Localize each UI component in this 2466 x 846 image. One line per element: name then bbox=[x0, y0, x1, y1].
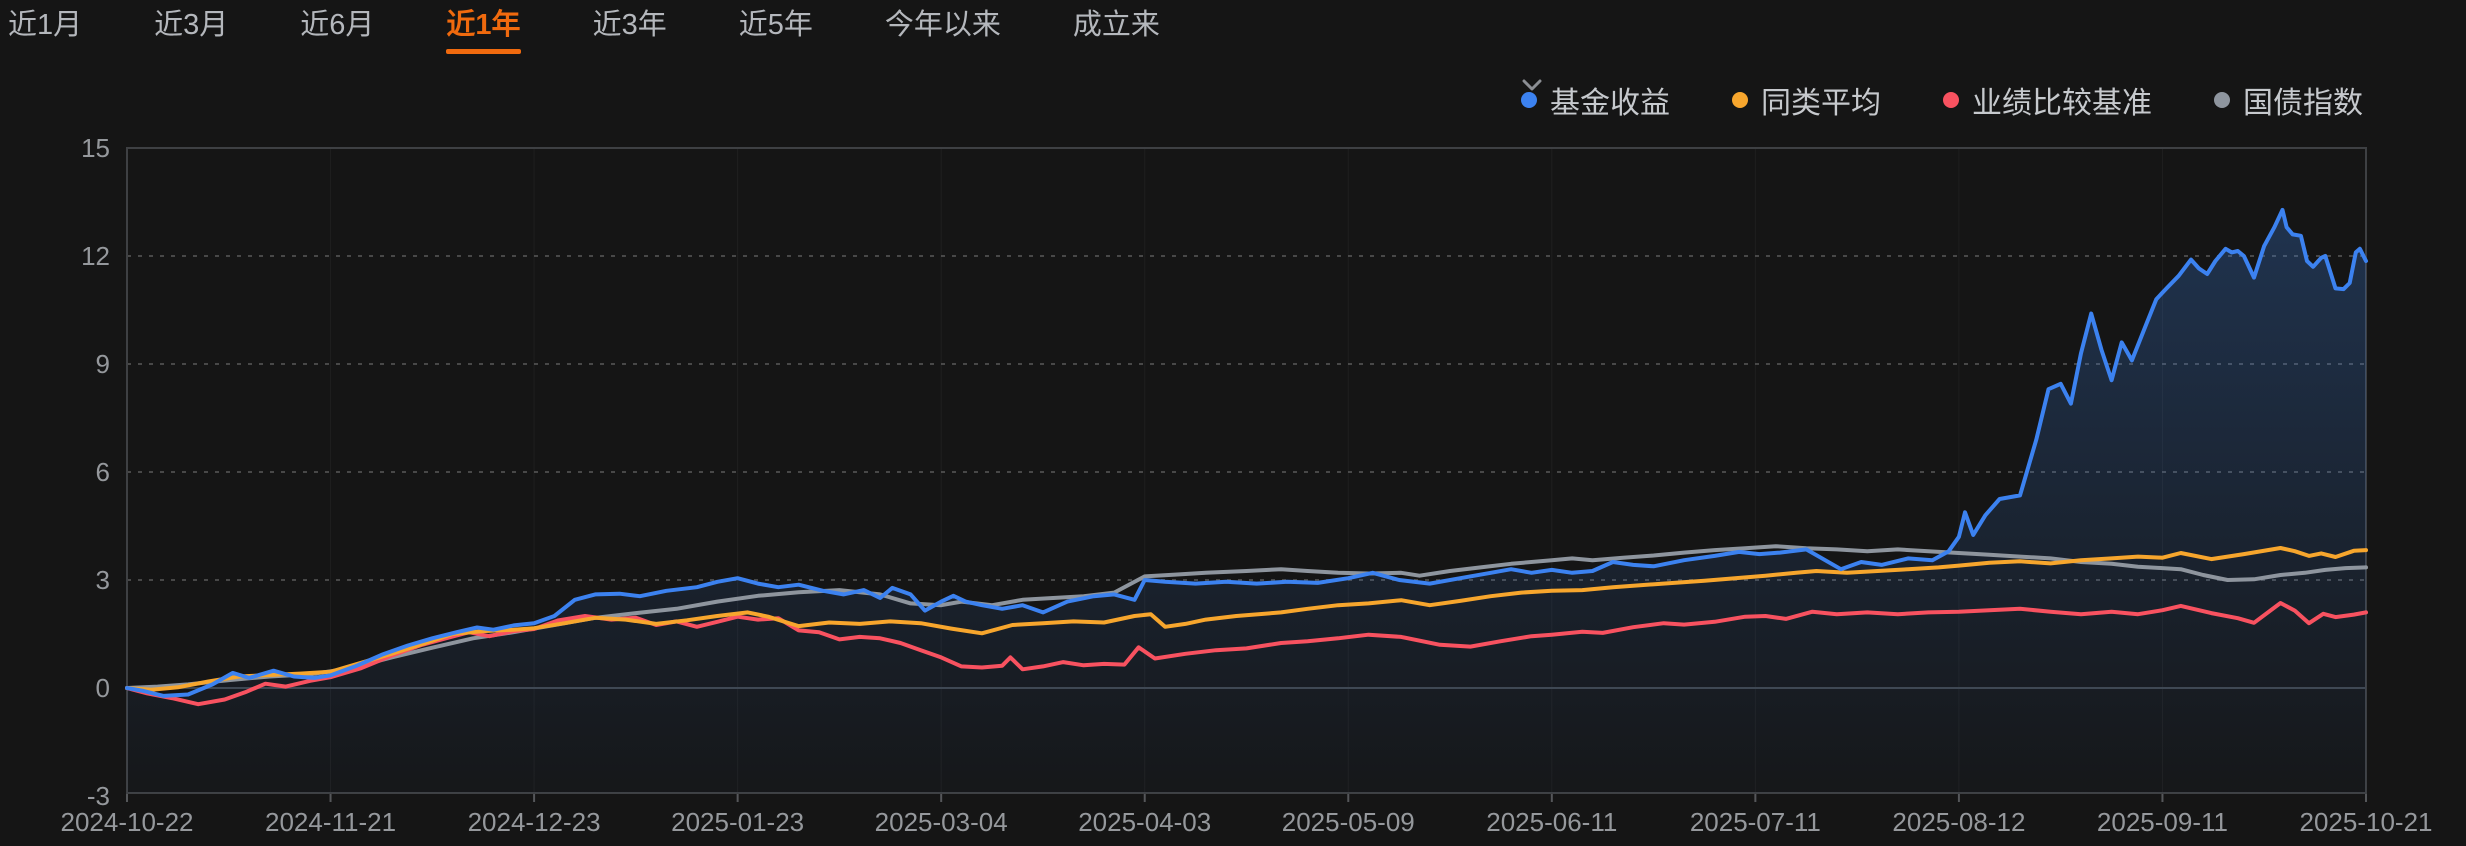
y-axis-label: -3 bbox=[86, 781, 110, 811]
y-axis-label: 6 bbox=[95, 457, 110, 487]
y-axis-label: 12 bbox=[81, 241, 110, 271]
x-axis-label: 2025-10-21 bbox=[2299, 807, 2433, 837]
legend-item-treasury-index[interactable]: 国债指数 bbox=[1522, 78, 2382, 122]
category-average-dot-icon bbox=[1732, 92, 1748, 108]
x-axis-label: 2024-10-22 bbox=[60, 807, 194, 837]
fund-return-dot-icon bbox=[1521, 92, 1537, 108]
tab-1y-selected[interactable]: 近1年 bbox=[444, 6, 522, 54]
time-range-tabs: 近1月 近3月 近6月 近1年 近3年 近5年 今年以来 成立来 bbox=[6, 6, 1162, 54]
treasury-index-dot-icon bbox=[2214, 92, 2230, 108]
legend-label: 同类平均 bbox=[1761, 87, 1881, 120]
tab-5y[interactable]: 近5年 bbox=[738, 9, 813, 41]
tab-3y[interactable]: 近3年 bbox=[592, 9, 667, 41]
x-axis-label: 2025-09-11 bbox=[2096, 807, 2228, 837]
y-axis-label: 15 bbox=[81, 133, 110, 163]
legend-label: 国债指数 bbox=[2243, 87, 2363, 120]
legend-item-fund-return[interactable]: 基金收益 bbox=[1521, 78, 1670, 122]
legend-label: 基金收益 bbox=[1550, 87, 1670, 120]
legend-label: 业绩比较基准 bbox=[1972, 87, 2152, 120]
x-axis-label: 2025-08-12 bbox=[1892, 807, 2026, 837]
tab-3m[interactable]: 近3月 bbox=[154, 9, 229, 41]
x-axis-label: 2025-01-23 bbox=[671, 807, 805, 837]
legend: 基金收益 同类平均 业绩比较基准 国债指数 bbox=[1521, 78, 2382, 122]
x-axis-label: 2025-05-09 bbox=[1281, 807, 1415, 837]
y-axis-label: 9 bbox=[95, 349, 110, 379]
series-line-业绩比较基准 bbox=[125, 601, 2368, 707]
x-axis-label: 2025-04-03 bbox=[1078, 807, 1212, 837]
fund-return-area-fill bbox=[127, 209, 2366, 793]
tab-6m[interactable]: 近6月 bbox=[300, 9, 375, 41]
series-line-同类平均 bbox=[125, 546, 2368, 692]
x-axis-label: 2025-03-04 bbox=[874, 807, 1008, 837]
tab-ytd[interactable]: 今年以来 bbox=[884, 9, 1001, 41]
x-axis-label: 2025-07-11 bbox=[1689, 807, 1821, 837]
tab-1m[interactable]: 近1月 bbox=[8, 9, 83, 41]
y-axis-label: 3 bbox=[95, 565, 110, 595]
legend-item-benchmark[interactable]: 业绩比较基准 bbox=[1943, 78, 2152, 122]
y-axis-label: 0 bbox=[95, 673, 110, 703]
x-axis-label: 2025-06-11 bbox=[1486, 807, 1618, 837]
series-line-基金收益 bbox=[125, 207, 2368, 698]
benchmark-dot-icon bbox=[1943, 92, 1959, 108]
x-axis-label: 2024-12-23 bbox=[467, 807, 601, 837]
x-axis-label: 2024-11-21 bbox=[264, 807, 397, 837]
legend-item-category-average[interactable]: 同类平均 bbox=[1732, 78, 1881, 122]
tab-since-inception[interactable]: 成立来 bbox=[1072, 9, 1160, 41]
